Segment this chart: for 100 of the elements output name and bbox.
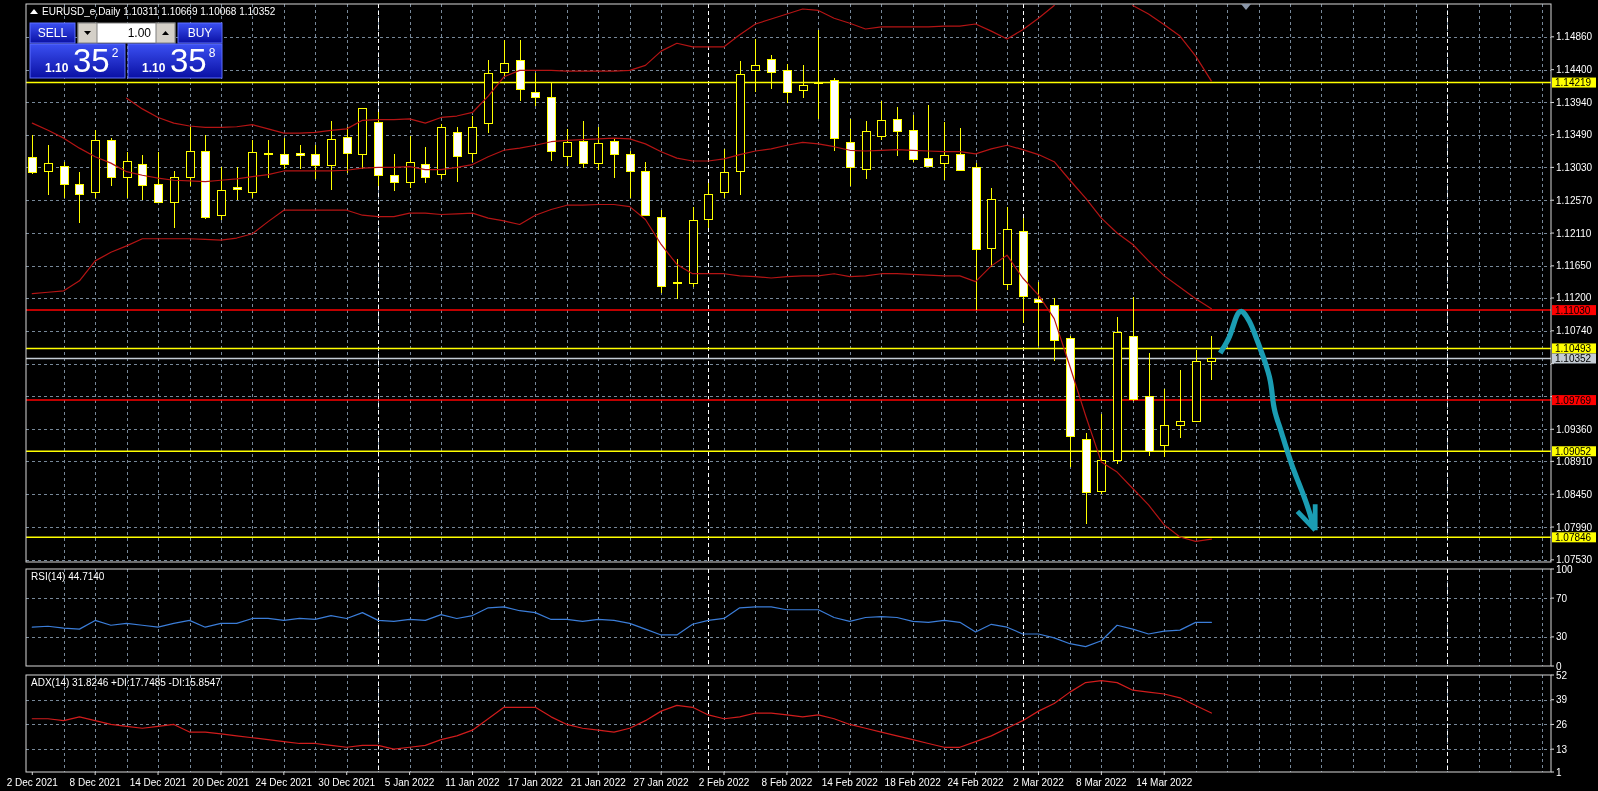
candlestick [60,161,69,199]
x-tick-label: 11 Jan 2022 [445,777,501,788]
candlestick [170,170,179,229]
y-tick-label: 1.14860 [1556,31,1593,43]
candlestick [311,144,320,180]
candlestick [594,126,603,171]
y-tick-label: 1.09360 [1556,423,1593,435]
x-tick-label: 24 Dec 2021 [255,777,313,788]
candlestick [579,120,588,169]
x-tick-label: 14 Feb 2022 [821,777,879,788]
x-tick-label: 2 Mar 2022 [1013,777,1065,788]
candlestick [704,182,713,229]
candlestick [987,187,996,268]
annotation: BUY [187,26,213,40]
candlestick [264,139,273,179]
y-tick-label: 1.13490 [1556,129,1593,141]
x-tick-label: 18 Feb 2022 [884,777,942,788]
y-tick-label: 1.11200 [1556,292,1592,304]
ref-line-label: 1.14219 [1555,77,1592,89]
candlestick [909,114,918,163]
x-tick-label: 8 Mar 2022 [1076,777,1128,788]
candlestick [327,120,336,191]
y-tick-label: 30 [1556,631,1568,643]
candlestick [862,120,871,180]
candlestick [641,161,650,217]
x-tick-label: 21 Jan 2022 [570,777,627,788]
line-series [31,680,1213,750]
candlestick [720,148,729,199]
candlestick [500,39,509,77]
candlestick [610,137,619,179]
candlestick [437,123,446,180]
annotation: 35$^{8}$ [170,42,216,79]
candlestick [233,166,242,201]
x-tick-label: 5 Jan 2022 [384,777,435,788]
y-tick-label: 1.08450 [1556,488,1593,500]
chart-title: ADX(14) 31.8246 +DI:17.7485 -DI:15.8547 [31,677,222,688]
candlestick [972,162,981,311]
candlestick [924,104,933,168]
candlestick [107,137,116,187]
candlestick [956,127,965,172]
y-tick-label: 70 [1556,592,1568,604]
y-tick-label: 1.13030 [1556,161,1593,173]
candlestick [390,153,399,192]
annotation: 1.10 [142,61,166,75]
candlestick [1176,369,1185,439]
y-tick-label: 1.13940 [1556,96,1593,108]
candlestick [44,144,53,196]
y-tick-label: 1 [1556,766,1562,778]
x-tick-label: 8 Feb 2022 [761,777,813,788]
candlestick [343,126,352,174]
y-tick-label: 39 [1556,694,1568,706]
y-tick-label: 1.07530 [1556,554,1593,566]
candlestick [563,128,572,167]
chart-title: RSI(14) 44.7140 [31,571,105,582]
x-tick-label: 27 Jan 2022 [633,777,690,788]
y-tick-label: 1.07990 [1556,521,1593,533]
candlestick [846,118,855,187]
x-tick-label: 24 Feb 2022 [947,777,1005,788]
y-tick-label: 52 [1556,669,1568,681]
candlestick [626,150,635,199]
y-tick-label: 1.14400 [1556,64,1593,76]
y-tick-label: 100 [1556,563,1574,575]
candlestick [154,151,163,204]
candlestick [877,100,886,141]
ref-line-label: 1.11030 [1555,304,1591,316]
line-series [31,606,1213,648]
ref-line-label: 1.09052 [1555,445,1592,457]
y-tick-label: 13 [1556,743,1568,755]
x-tick-label: 30 Dec 2021 [318,777,376,788]
candlestick [1003,206,1012,291]
chart-title: EURUSD_e,Daily 1.10311 1.10669 1.10068 1.10352 [42,6,276,17]
ref-line-label: 1.09769 [1555,394,1592,406]
candlestick [75,171,84,224]
candlestick [468,115,477,163]
candlestick [406,135,415,189]
candlestick [673,258,682,300]
x-tick-label: 20 Dec 2021 [192,777,250,788]
annotation: SELL [37,26,68,40]
candlestick [123,151,132,199]
ref-line-label: 1.10493 [1555,342,1592,354]
candlestick [1034,281,1043,347]
candlestick [358,107,367,170]
annotation: 35$^{2}$ [73,42,119,79]
candlestick [91,129,100,199]
candlestick [186,126,195,187]
y-tick-label: 1.08910 [1556,455,1593,467]
y-tick-label: 1.10740 [1556,325,1593,337]
candlestick [217,166,226,221]
y-tick-label: 0 [1556,660,1562,672]
x-tick-label: 14 Dec 2021 [129,777,187,788]
candlestick [689,206,698,288]
candlestick [248,139,257,199]
candlestick [940,121,949,181]
candlestick [296,144,305,170]
candlestick [138,154,147,201]
x-tick-label: 8 Dec 2021 [69,777,122,788]
candlestick [28,134,37,175]
ref-line-label: 1.07846 [1555,531,1592,543]
x-tick-label: 2 Feb 2022 [698,777,750,788]
x-tick-label: 14 Mar 2022 [1136,777,1193,788]
